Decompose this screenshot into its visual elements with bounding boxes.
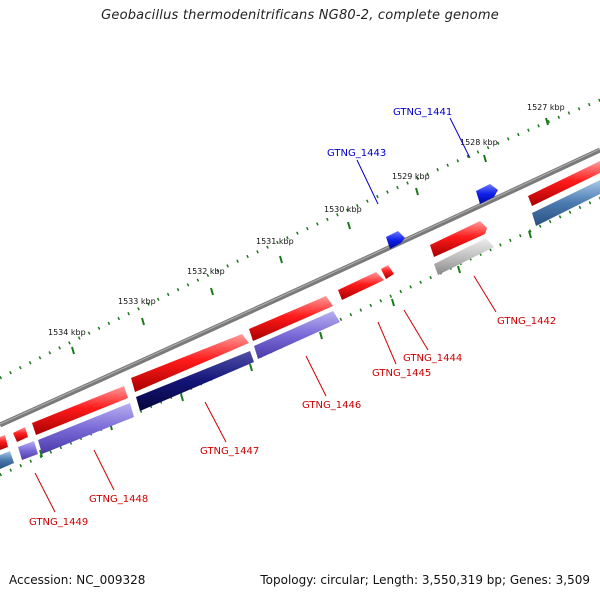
- gene-arrow[interactable]: [476, 184, 498, 204]
- inner-major-ticks: [39, 230, 532, 458]
- gene-label-gtng-1448[interactable]: GTNG_1448: [89, 494, 148, 505]
- gene-label-gtng-1446[interactable]: GTNG_1446: [302, 400, 361, 411]
- gene-label-gtng-1441[interactable]: GTNG_1441: [393, 107, 452, 118]
- gene-label-gtng-1449[interactable]: GTNG_1449: [29, 517, 88, 528]
- gene-arrow[interactable]: [254, 311, 340, 359]
- forward-genes: [0, 161, 600, 450]
- gene-arrow[interactable]: [0, 435, 8, 450]
- genome-summary-text: Topology: circular; Length: 3,550,319 bp…: [260, 573, 590, 587]
- tick-label: 1529 kbp: [392, 172, 430, 181]
- gene-arrow[interactable]: [532, 180, 600, 226]
- gene-label-gtng-1444[interactable]: GTNG_1444: [403, 353, 462, 364]
- gene-arrow[interactable]: [136, 351, 254, 411]
- tick-label: 1528 kbp: [460, 138, 498, 147]
- tick-label: 1527 kbp: [527, 103, 565, 112]
- rna-genes: [386, 184, 498, 249]
- tick-label: 1534 kbp: [48, 328, 86, 337]
- map-title: Geobacillus thermodenitrificans NG80-2, …: [101, 8, 499, 23]
- gene-label-gtng-1447[interactable]: GTNG_1447: [200, 446, 259, 457]
- gene-arrow[interactable]: [386, 231, 405, 249]
- tick-label: 1532 kbp: [187, 267, 225, 276]
- gene-arrow[interactable]: [0, 451, 14, 469]
- gene-arrow[interactable]: [430, 221, 487, 257]
- gene-arrow[interactable]: [249, 296, 333, 341]
- tick-label: 1531 kbp: [256, 237, 294, 246]
- gene-arrow[interactable]: [434, 238, 494, 275]
- gene-arrow[interactable]: [381, 265, 394, 279]
- gene-label-gtng-1443[interactable]: GTNG_1443: [327, 148, 386, 159]
- gene-arrow[interactable]: [38, 403, 134, 454]
- gene-arrow[interactable]: [338, 272, 384, 300]
- gene-arrow[interactable]: [131, 334, 249, 392]
- tick-label: 1533 kbp: [118, 297, 156, 306]
- reverse-genes: [0, 180, 600, 469]
- gene-labels: GTNG_1441 GTNG_1443 GTNG_1442 GTNG_1444 …: [29, 107, 556, 528]
- genome-backbone-highlight: [0, 148, 600, 425]
- accession-text: Accession: NC_009328: [9, 573, 146, 587]
- gene-arrow[interactable]: [18, 441, 38, 460]
- genome-backbone: [0, 147, 600, 428]
- gene-label-gtng-1442[interactable]: GTNG_1442: [497, 316, 556, 327]
- gene-arrow[interactable]: [13, 427, 28, 442]
- gene-arrow[interactable]: [528, 161, 600, 206]
- gene-label-gtng-1445[interactable]: GTNG_1445: [372, 368, 431, 379]
- tick-labels: 1527 kbp 1528 kbp 1529 kbp 1530 kbp 1531…: [48, 103, 565, 337]
- outer-major-ticks: [71, 117, 549, 355]
- label-leaders: [34, 117, 497, 513]
- tick-label: 1530 kbp: [324, 205, 362, 214]
- gene-arrow[interactable]: [32, 386, 128, 435]
